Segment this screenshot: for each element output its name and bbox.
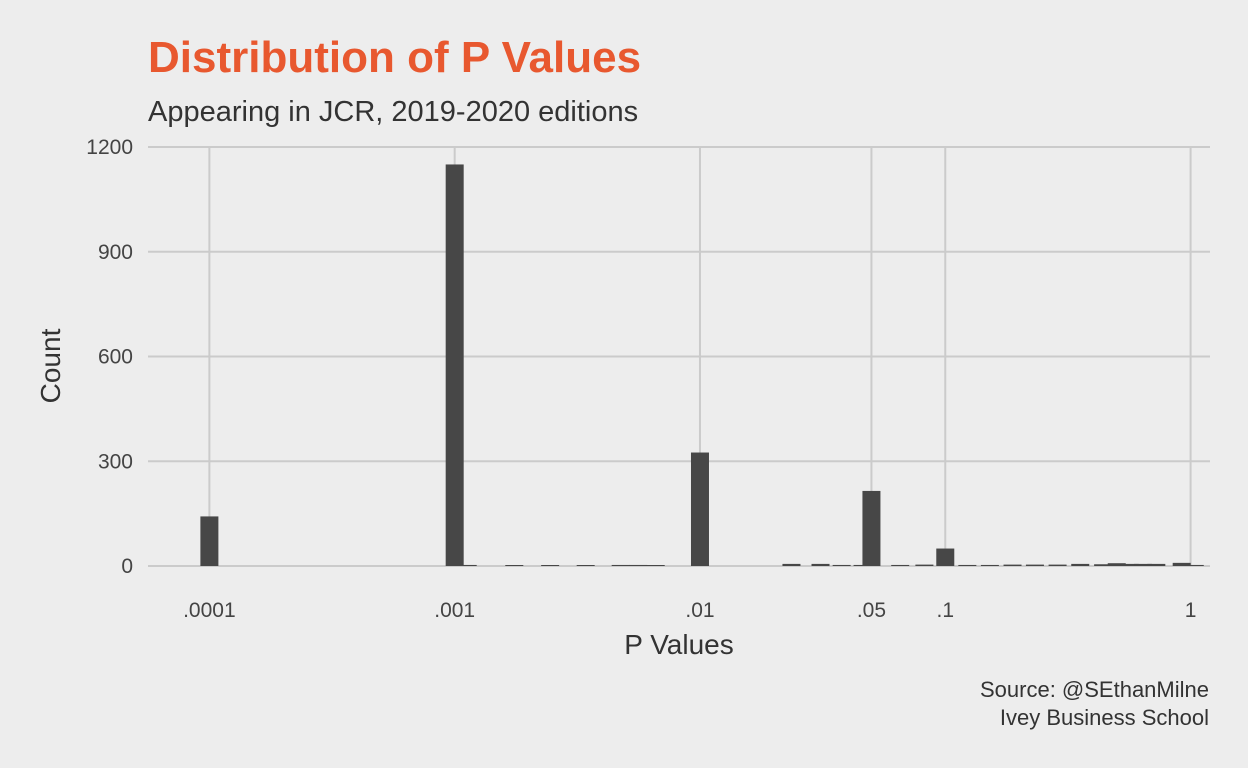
histogram-bar (1107, 563, 1126, 566)
histogram-bar (629, 564, 648, 566)
x-tick-label: .0001 (183, 599, 236, 622)
histogram-bar (611, 564, 630, 566)
histogram-bar (958, 564, 977, 566)
histogram-bar (1172, 562, 1191, 566)
y-tick-label: 900 (98, 241, 133, 264)
histogram-bar (646, 565, 665, 566)
histogram-bar (505, 565, 524, 566)
x-tick-label: .1 (937, 599, 955, 622)
x-axis-title: P Values (624, 629, 733, 660)
histogram-bar (576, 565, 595, 566)
y-tick-label: 0 (121, 555, 133, 578)
chart-title: Distribution of P Values (148, 33, 642, 82)
y-axis-title: Count (35, 328, 66, 403)
histogram-bar (200, 516, 219, 566)
y-tick-labels: 0 300 600 900 1200 (86, 136, 133, 578)
histogram-bar (1048, 564, 1067, 566)
y-gridlines (148, 146, 1210, 567)
source-credit: Source: @SEthanMilne (979, 677, 1209, 702)
histogram-bar (541, 565, 560, 566)
histogram-bar (1185, 564, 1204, 566)
histogram-bar (1134, 563, 1153, 566)
histogram-bar (832, 564, 851, 566)
source-caption: Source: @SEthanMilne Ivey Business Schoo… (980, 676, 1209, 732)
histogram-bar (811, 563, 830, 566)
y-tick-label: 600 (98, 346, 133, 369)
x-tick-labels: .0001 .001 .01 .05 .1 1 (183, 599, 1196, 622)
histogram-bar (936, 548, 955, 566)
histogram-bar (891, 564, 910, 566)
y-tick-label: 1200 (86, 136, 133, 159)
source-institution: Ivey Business School (999, 705, 1209, 730)
x-tick-label: 1 (1185, 599, 1197, 622)
histogram-bar (458, 564, 477, 566)
histogram-bar (1120, 563, 1139, 566)
histogram-bar (980, 564, 999, 566)
histogram-bar (1071, 563, 1090, 566)
histogram-bar (1094, 564, 1113, 566)
histogram-bar (445, 164, 464, 567)
histogram-bar (782, 563, 801, 566)
chart-subtitle: Appearing in JCR, 2019-2020 editions (148, 96, 639, 128)
x-tick-label: .05 (857, 599, 886, 622)
histogram-bar (1147, 563, 1166, 566)
x-tick-label: .01 (685, 599, 714, 622)
histogram-bar (1003, 564, 1022, 566)
histogram-bar (1025, 564, 1044, 566)
histogram-bar (862, 490, 881, 566)
y-tick-label: 300 (98, 450, 133, 473)
histogram-bar (915, 564, 934, 566)
histogram-bar (690, 452, 709, 566)
histogram-bars (200, 164, 1204, 567)
x-tick-label: .001 (434, 599, 475, 622)
